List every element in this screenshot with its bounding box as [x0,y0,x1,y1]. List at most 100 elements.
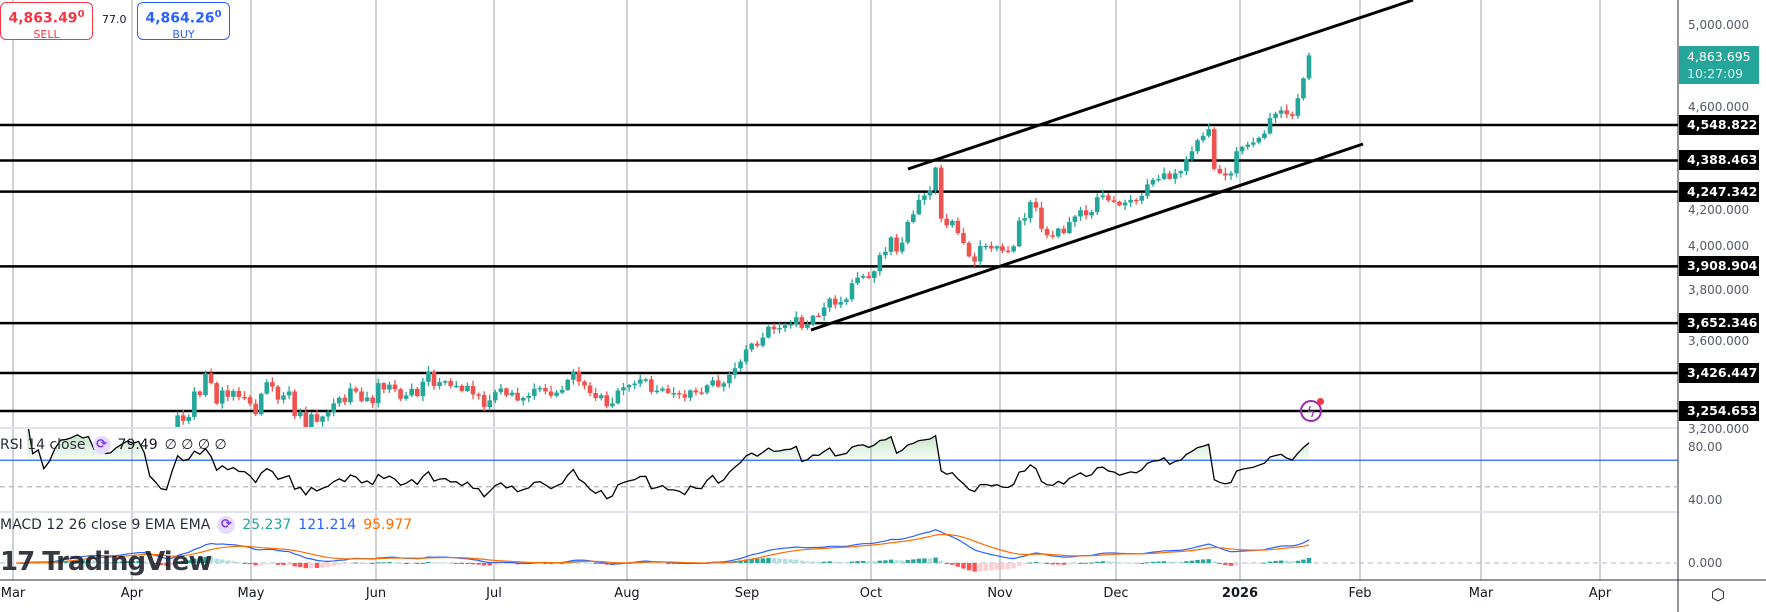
candle-body [576,371,582,382]
macd-histogram-bar [833,561,838,563]
settings-gear-icon[interactable]: ⬡ [1711,585,1725,604]
candle [1016,217,1022,248]
candle-body [180,415,186,421]
candle-body [805,324,810,328]
candle-body [1156,178,1161,181]
candle [297,408,303,419]
candle-body [242,397,247,399]
candle [42,481,47,491]
candle-body [1083,210,1089,216]
candle-body [676,393,682,395]
candle [481,391,487,412]
macd-histogram-bar [409,563,414,564]
candle [1072,214,1078,227]
candle-body [955,220,961,234]
candle [348,383,353,405]
candle [838,296,844,309]
candle [359,387,364,403]
candle-body [320,416,325,422]
macd-histogram-bar [805,561,810,563]
sell-button[interactable]: 4,863.490 SELL [0,2,93,41]
macd-legend[interactable]: MACD 12 26 close 9 EMA EMA ⟳ 25.237 121.… [0,516,412,534]
candle-body [704,385,710,393]
candle-body [782,325,788,329]
macd-histogram-bar [1212,561,1217,563]
candle [1050,230,1055,239]
buy-price: 4,864.26 [145,10,215,27]
macd-histogram-bar [1245,563,1250,564]
macd-histogram-bar [63,561,69,563]
candle-body [270,382,275,387]
refresh-icon[interactable]: ⟳ [92,436,111,454]
candle-body [559,389,565,393]
candle-body [1050,235,1055,237]
time-label: Apr [1588,586,1612,601]
watermark-text: TradingView [42,547,212,577]
horizontal-levels[interactable] [0,123,1678,413]
candle-body [933,167,938,191]
channel-lower-trendline[interactable] [810,142,1364,332]
candle-body [743,349,749,362]
candle-body [1072,216,1078,222]
macd-histogram-bar [437,562,442,564]
macd-histogram-bar [331,563,336,566]
macd-histogram-bar [855,561,860,563]
candle-body [1094,197,1100,213]
lightning-alert-icon[interactable]: ϟ [1300,398,1324,422]
rsi-legend[interactable]: RSI 14 close ⟳ 79.49 ∅ ∅ ∅ ∅ [0,436,227,454]
macd-histogram-bar [877,560,883,563]
macd-histogram-bar [509,563,515,565]
candle-body [604,395,610,407]
candle [933,166,938,195]
macd-histogram-bar [777,558,782,563]
macd-histogram-bar [253,563,258,566]
level-price-label: 3,254.653 [1679,401,1759,421]
candle [1167,170,1172,180]
candle [1005,245,1011,254]
macd-histogram-bar [1044,563,1050,564]
rsi-tick-label: 40.00 [1688,493,1723,507]
candle-body [336,397,342,404]
candle [1195,138,1200,155]
candle-body [1172,173,1178,179]
candle-body [593,393,598,399]
candle [1055,227,1061,239]
macd-histogram-bar [225,560,230,563]
macd-histogram-bar [97,561,102,563]
candle-body [498,388,504,393]
candle [453,380,459,388]
candle [476,392,481,400]
candle-body [1256,137,1262,143]
trend-channel[interactable] [810,0,1414,332]
candle [777,322,782,334]
macd-histogram-bar [454,563,459,564]
refresh-icon[interactable]: ⟳ [217,516,236,534]
candle-body [1067,221,1072,234]
candle-body [314,414,320,422]
macd-histogram-bar [1028,562,1033,564]
macd-histogram-bar [476,563,481,565]
candle [1150,178,1156,187]
candle [214,381,219,405]
candle [598,393,604,401]
macd-histogram-bar [771,558,777,563]
macd-histogram-bar [1195,559,1200,563]
channel-upper-trendline[interactable] [907,0,1414,171]
level-price-label: 4,388.463 [1679,150,1759,171]
notification-dot [1317,398,1324,405]
candle [582,380,587,390]
candle [236,387,242,401]
buy-button[interactable]: 4,864.260 BUY [137,2,230,41]
candle [665,384,671,395]
macd-histogram-bar [755,558,760,563]
candle-body [387,384,392,390]
candle [1000,243,1005,254]
candle [927,186,933,200]
candle [537,386,543,393]
candle [1189,146,1195,163]
macd-histogram-bar [498,563,504,565]
macd-histogram-bar [431,562,437,564]
candle [164,465,169,472]
candle [431,369,437,390]
